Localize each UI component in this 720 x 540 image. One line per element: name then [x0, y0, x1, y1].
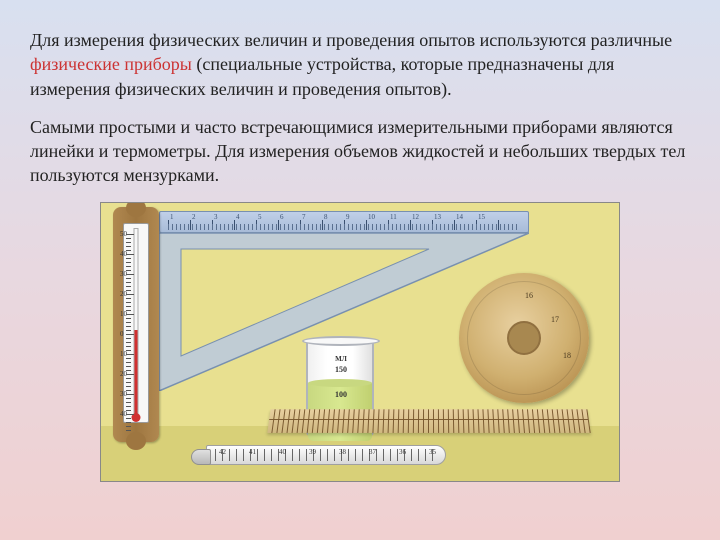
paragraph-2: Самыми простыми и часто встречающимися и… [30, 115, 690, 188]
tape-strip [267, 409, 590, 433]
thermometer-scale: 5040302010010203040 [123, 223, 149, 423]
medical-thermometer-scale: 42 41 40 39 38 37 36 35 [215, 449, 433, 461]
slide-page: Для измерения физических величин и прове… [0, 0, 720, 540]
medthermo-number: 42 [219, 448, 226, 456]
tape-center-line [269, 419, 589, 420]
tape-roll-num: 17 [551, 315, 559, 324]
tape-measure: 16 17 18 [449, 273, 589, 428]
thermometer-label: 0 [120, 330, 124, 338]
medthermo-number: 38 [339, 448, 346, 456]
para1-highlight: физические приборы [30, 54, 192, 74]
medical-thermometer: 42 41 40 39 38 37 36 35 [206, 445, 446, 465]
tape-roll-num: 16 [525, 291, 533, 300]
medthermo-number: 39 [309, 448, 316, 456]
instruments-illustration: 123456789101112131415 504030201001020304… [100, 202, 620, 482]
wall-thermometer: 5040302010010203040 [113, 207, 159, 442]
paragraph-1: Для измерения физических величин и прове… [30, 28, 690, 101]
medthermo-number: 37 [369, 448, 376, 456]
para1-text-a: Для измерения физических величин и прове… [30, 30, 672, 50]
medthermo-number: 36 [399, 448, 406, 456]
beaker-unit: МЛ [321, 355, 361, 363]
thermometer-knob-top [126, 202, 146, 217]
beaker-mark-100: 100 [321, 390, 361, 399]
thermometer-knob-bottom [126, 432, 146, 450]
beaker-mark-150: 150 [321, 365, 361, 374]
medthermo-number: 41 [249, 448, 256, 456]
beaker-lip [302, 336, 380, 346]
thermometer-ticks: 5040302010010203040 [126, 234, 148, 414]
tape-roll: 16 17 18 [459, 273, 589, 403]
tape-roll-num: 18 [563, 351, 571, 360]
medthermo-number: 40 [279, 448, 286, 456]
medthermo-number: 35 [429, 448, 436, 456]
